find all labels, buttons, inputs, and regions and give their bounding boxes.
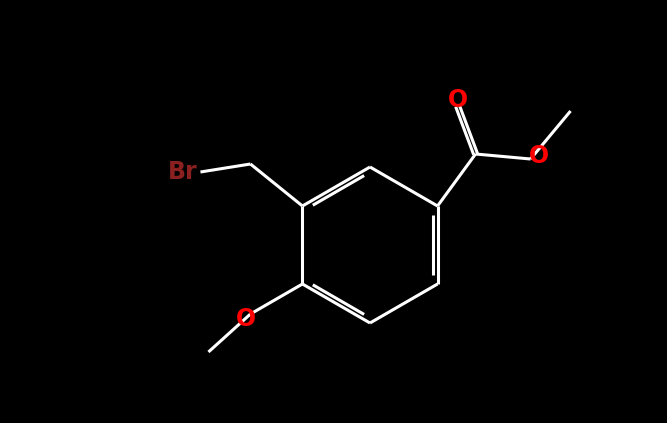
Text: O: O [235, 307, 255, 331]
Text: O: O [448, 88, 468, 112]
Text: O: O [528, 144, 549, 168]
Text: Br: Br [167, 160, 197, 184]
